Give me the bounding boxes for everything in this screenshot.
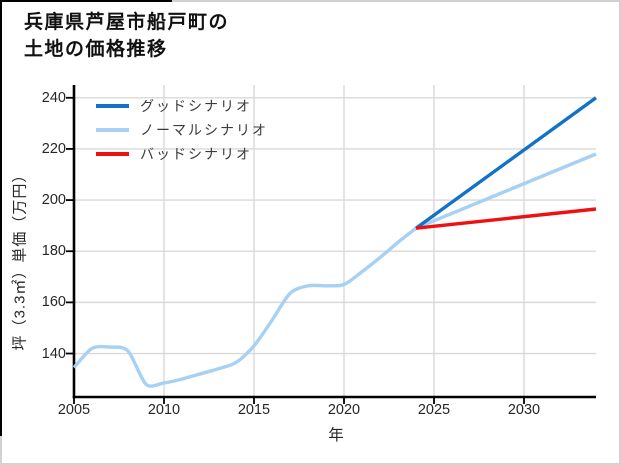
y-tick-label: 140	[41, 345, 66, 362]
legend-label-bad-scenario: バッドシナリオ	[140, 146, 252, 162]
series-line-normal-scenario	[415, 152, 597, 230]
partial-border-top	[0, 0, 172, 2]
x-tick-label: 2030	[507, 402, 541, 418]
y-tick-label: 220	[41, 140, 66, 157]
legend-item-bad-scenario: バッドシナリオ	[96, 142, 268, 166]
x-tick-label: 2015	[237, 402, 271, 418]
series-line-historical	[72, 226, 418, 388]
chart-title: 兵庫県芦屋市船戸町の 土地の価格推移	[24, 9, 229, 63]
legend-swatch-bad-scenario	[96, 152, 129, 156]
x-axis-label: 年	[328, 427, 344, 444]
y-tick-label: 200	[41, 192, 66, 209]
chart-legend: グッドシナリオ ノーマルシナリオ バッドシナリオ	[96, 94, 268, 166]
legend-item-normal-scenario: ノーマルシナリオ	[96, 118, 268, 142]
partial-border-left	[0, 0, 2, 436]
legend-label-normal-scenario: ノーマルシナリオ	[140, 122, 268, 138]
x-tick-label: 2020	[327, 402, 361, 418]
y-tick-label: 180	[41, 243, 66, 260]
x-tick-label: 2005	[57, 402, 91, 418]
series-line-good-scenario	[415, 96, 597, 230]
chart-title-line2: 土地の価格推移	[24, 39, 168, 60]
series-line-bad-scenario	[415, 207, 597, 230]
y-tick-label: 160	[41, 294, 66, 311]
x-tick-label: 2010	[147, 402, 181, 418]
chart-title-line1: 兵庫県芦屋市船戸町の	[24, 12, 230, 33]
legend-label-good-scenario: グッドシナリオ	[140, 98, 252, 114]
legend-swatch-normal-scenario	[96, 128, 129, 132]
legend-swatch-good-scenario	[96, 104, 129, 108]
x-tick-label: 2025	[417, 402, 451, 418]
legend-item-good-scenario: グッドシナリオ	[96, 94, 268, 118]
y-tick-label: 240	[41, 89, 66, 106]
